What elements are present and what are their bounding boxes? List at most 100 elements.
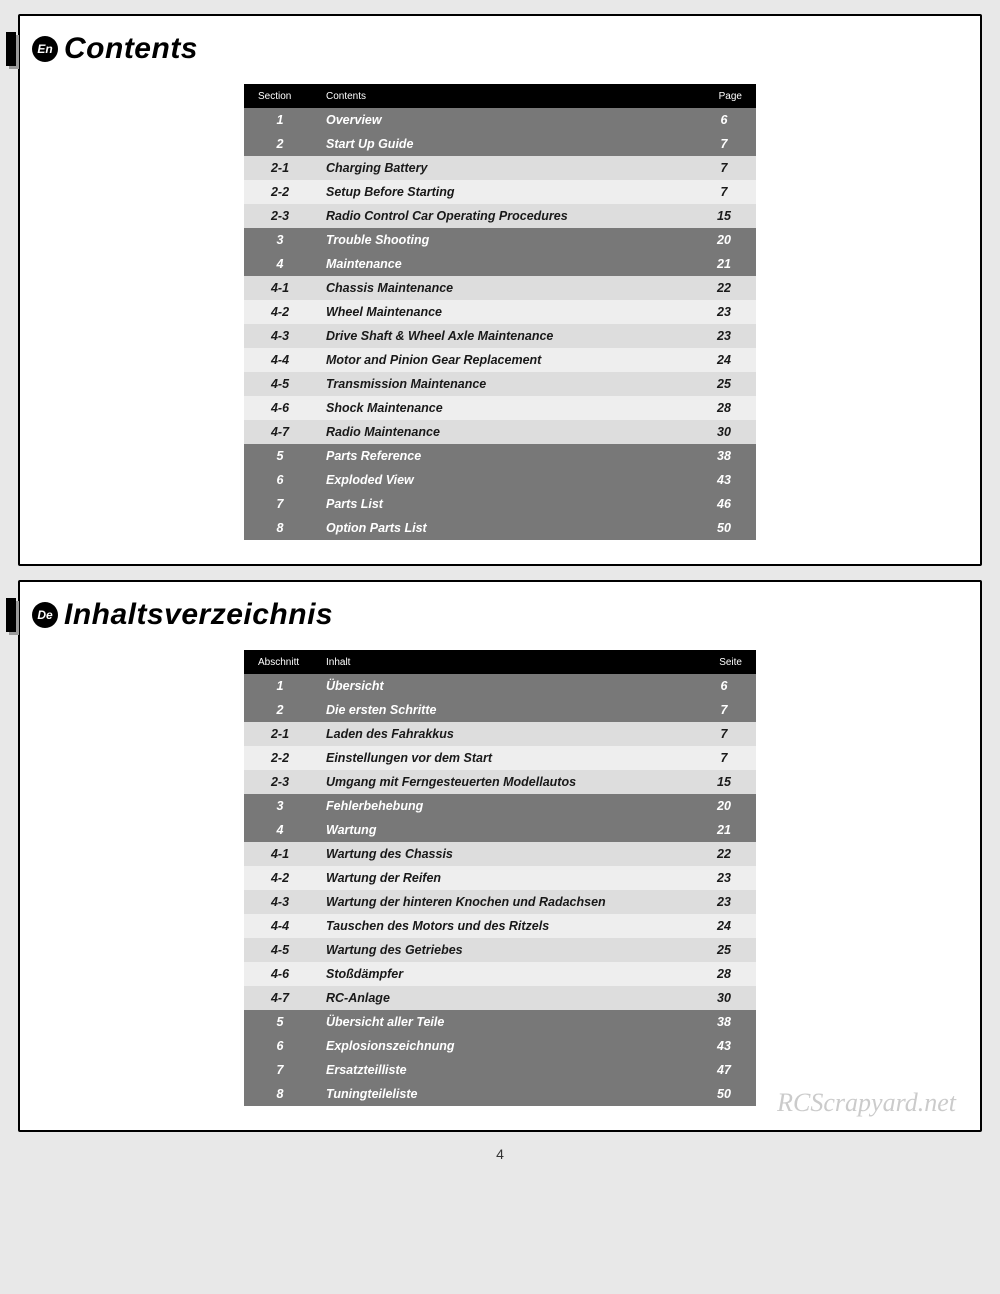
toc-header-row: Section Contents Page — [244, 84, 756, 108]
toc-title: Parts Reference — [316, 444, 692, 468]
toc-page: 38 — [692, 444, 756, 468]
toc-section: 4-4 — [244, 348, 316, 372]
hdr-section: Section — [244, 84, 316, 108]
toc-row: 4Maintenance21 — [244, 252, 756, 276]
toc-title: Einstellungen vor dem Start — [316, 746, 692, 770]
lang-badge: De — [32, 602, 58, 628]
toc-section: 7 — [244, 1058, 316, 1082]
toc-row: 4-3Wartung der hinteren Knochen und Rada… — [244, 890, 756, 914]
toc-row: 4-7Radio Maintenance30 — [244, 420, 756, 444]
toc-row: 2Die ersten Schritte7 — [244, 698, 756, 722]
toc-page: 30 — [692, 420, 756, 444]
toc-page: 46 — [692, 492, 756, 516]
toc-title: Drive Shaft & Wheel Axle Maintenance — [316, 324, 692, 348]
toc-row: 8Tuningteileliste50 — [244, 1082, 756, 1106]
toc-page: 7 — [692, 698, 756, 722]
toc-page: 20 — [692, 228, 756, 252]
toc-page: 7 — [692, 722, 756, 746]
toc-section: 4-3 — [244, 324, 316, 348]
toc-page: 7 — [692, 180, 756, 204]
toc-row: 2-3Radio Control Car Operating Procedure… — [244, 204, 756, 228]
toc-title: Die ersten Schritte — [316, 698, 692, 722]
toc-title: Wheel Maintenance — [316, 300, 692, 324]
toc-row: 4-3Drive Shaft & Wheel Axle Maintenance2… — [244, 324, 756, 348]
toc-title: Umgang mit Ferngesteuerten Modellautos — [316, 770, 692, 794]
toc-section: 1 — [244, 108, 316, 132]
toc-section: 4-5 — [244, 938, 316, 962]
toc-page: 24 — [692, 348, 756, 372]
toc-section: 2-3 — [244, 204, 316, 228]
toc-row: 5Übersicht aller Teile38 — [244, 1010, 756, 1034]
toc-section: 4 — [244, 252, 316, 276]
toc-row: 4-5Wartung des Getriebes25 — [244, 938, 756, 962]
hdr-page: Seite — [692, 650, 756, 674]
toc-row: 4-1Wartung des Chassis22 — [244, 842, 756, 866]
toc-section: 2-1 — [244, 722, 316, 746]
toc-page: 47 — [692, 1058, 756, 1082]
toc-title: Wartung — [316, 818, 692, 842]
toc-page: 6 — [692, 108, 756, 132]
toc-row: 1Overview6 — [244, 108, 756, 132]
heading-title: Contents — [64, 32, 198, 66]
toc-title: Parts List — [316, 492, 692, 516]
toc-section: 4-4 — [244, 914, 316, 938]
toc-row: 4-6Stoßdämpfer28 — [244, 962, 756, 986]
toc-row: 2-2Setup Before Starting7 — [244, 180, 756, 204]
toc-title: Tauschen des Motors und des Ritzels — [316, 914, 692, 938]
toc-row: 4-4Motor and Pinion Gear Replacement24 — [244, 348, 756, 372]
toc-section: 4-5 — [244, 372, 316, 396]
toc-title: Radio Maintenance — [316, 420, 692, 444]
toc-section: 7 — [244, 492, 316, 516]
heading-wrap: En Contents — [50, 32, 950, 66]
toc-page: 43 — [692, 1034, 756, 1058]
toc-title: Laden des Fahrakkus — [316, 722, 692, 746]
toc-title: Chassis Maintenance — [316, 276, 692, 300]
toc-title: Overview — [316, 108, 692, 132]
toc-section: 4-2 — [244, 866, 316, 890]
toc-section: 6 — [244, 468, 316, 492]
toc-title: Radio Control Car Operating Procedures — [316, 204, 692, 228]
toc-row: 3Fehlerbehebung20 — [244, 794, 756, 818]
toc-row: 7Parts List46 — [244, 492, 756, 516]
toc-page: 23 — [692, 300, 756, 324]
toc-page: 25 — [692, 938, 756, 962]
toc-title: Transmission Maintenance — [316, 372, 692, 396]
toc-page: 7 — [692, 132, 756, 156]
toc-row: 5Parts Reference38 — [244, 444, 756, 468]
toc-page: 30 — [692, 986, 756, 1010]
toc-title: Exploded View — [316, 468, 692, 492]
toc-section: 4-1 — [244, 276, 316, 300]
toc-header-row: Abschnitt Inhalt Seite — [244, 650, 756, 674]
toc-section: 5 — [244, 444, 316, 468]
toc-title: Wartung des Getriebes — [316, 938, 692, 962]
toc-row: 4-1Chassis Maintenance22 — [244, 276, 756, 300]
toc-page: 50 — [692, 516, 756, 540]
toc-title: Explosionszeichnung — [316, 1034, 692, 1058]
toc-page: 7 — [692, 746, 756, 770]
toc-title: Setup Before Starting — [316, 180, 692, 204]
toc-page: 28 — [692, 962, 756, 986]
page-number: 4 — [18, 1146, 982, 1162]
toc-section: 4-2 — [244, 300, 316, 324]
side-tab-icon — [6, 32, 16, 66]
toc-page: 20 — [692, 794, 756, 818]
toc-page: 21 — [692, 818, 756, 842]
toc-title: Charging Battery — [316, 156, 692, 180]
toc-section: 5 — [244, 1010, 316, 1034]
toc-page: 23 — [692, 324, 756, 348]
toc-row: 2-1Laden des Fahrakkus7 — [244, 722, 756, 746]
toc-row: 4-4Tauschen des Motors und des Ritzels24 — [244, 914, 756, 938]
toc-row: 8Option Parts List50 — [244, 516, 756, 540]
toc-row: 4Wartung21 — [244, 818, 756, 842]
toc-section: 2-1 — [244, 156, 316, 180]
toc-row: 4-6Shock Maintenance28 — [244, 396, 756, 420]
heading-wrap: De Inhaltsverzeichnis — [50, 598, 950, 632]
hdr-section: Abschnitt — [244, 650, 316, 674]
toc-title: Wartung der hinteren Knochen und Radachs… — [316, 890, 692, 914]
toc-row: 4-2Wheel Maintenance23 — [244, 300, 756, 324]
heading-title: Inhaltsverzeichnis — [64, 598, 333, 632]
toc-row: 4-7RC-Anlage30 — [244, 986, 756, 1010]
toc-title: Übersicht aller Teile — [316, 1010, 692, 1034]
toc-section: 6 — [244, 1034, 316, 1058]
toc-title: Tuningteileliste — [316, 1082, 692, 1106]
